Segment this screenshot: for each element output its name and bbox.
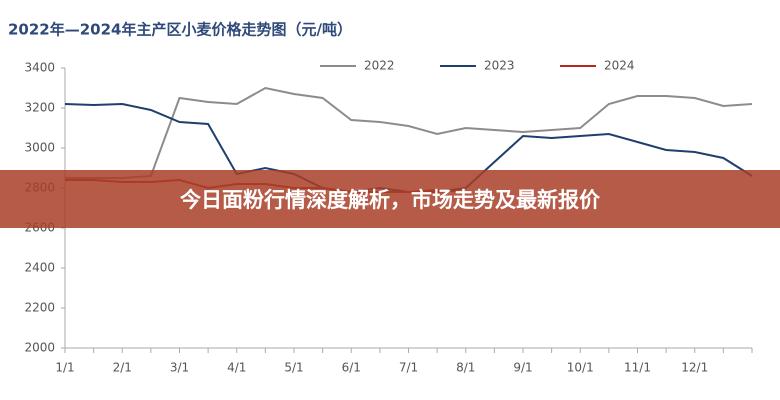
- x-tick-label: 1/1: [55, 361, 74, 375]
- y-tick-label: 2000: [24, 341, 55, 355]
- x-tick-label: 9/1: [513, 361, 532, 375]
- x-tick-label: 8/1: [456, 361, 475, 375]
- x-tick-label: 5/1: [284, 361, 303, 375]
- legend-label: 2023: [484, 59, 515, 73]
- x-tick-label: 6/1: [342, 361, 361, 375]
- y-tick-label: 3200: [24, 101, 55, 115]
- y-tick-label: 2200: [24, 301, 55, 315]
- series-line: [65, 86, 753, 179]
- x-tick-label: 3/1: [170, 361, 189, 375]
- y-tick-label: 2400: [24, 261, 55, 275]
- y-tick-label: 3000: [24, 141, 55, 155]
- x-tick-label: 11/1: [624, 361, 651, 375]
- x-tick-label: 2/1: [113, 361, 132, 375]
- banner: 今日面粉行情深度解析，市场走势及最新报价: [0, 170, 780, 228]
- y-tick-label: 3400: [24, 61, 55, 75]
- legend-label: 2024: [604, 59, 635, 73]
- x-tick-label: 4/1: [227, 361, 246, 375]
- chart-title: 2022年—2024年主产区小麦价格走势图（元/吨）: [8, 21, 352, 39]
- legend-label: 2022: [364, 59, 395, 73]
- x-tick-label: 12/1: [681, 361, 708, 375]
- x-tick-label: 10/1: [567, 361, 594, 375]
- x-tick-label: 7/1: [399, 361, 418, 375]
